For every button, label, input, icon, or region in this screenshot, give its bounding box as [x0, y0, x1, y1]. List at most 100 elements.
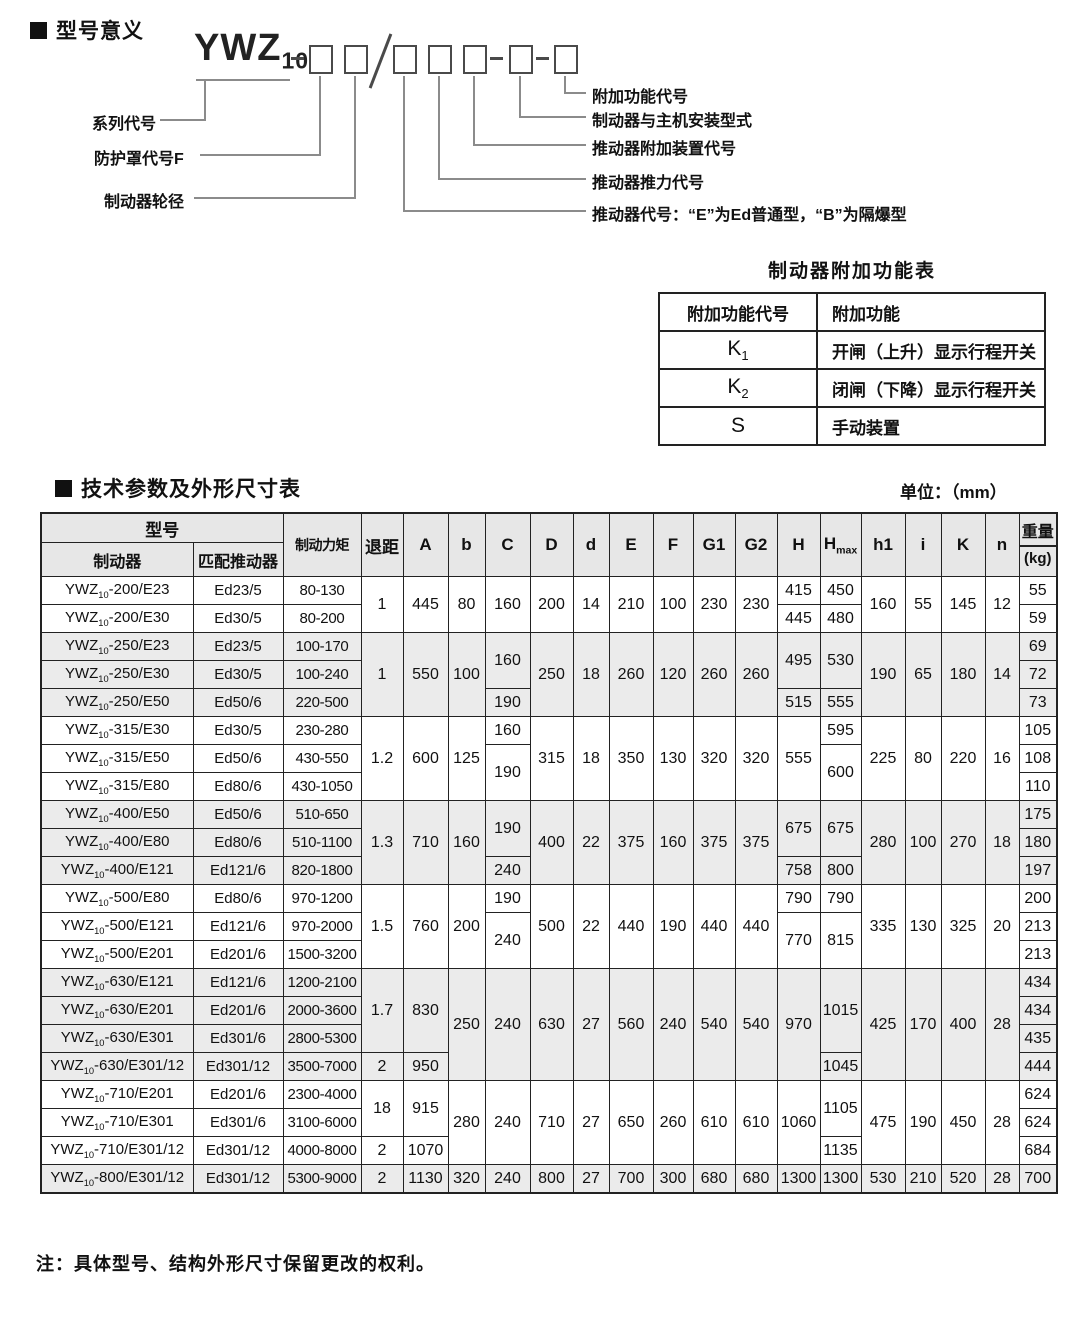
section-spec-table-title: 技术参数及外形尺寸表 — [55, 473, 301, 503]
table-cell: 200 — [529, 576, 574, 633]
table-cell: 12 — [984, 576, 1020, 633]
func-code: K2 — [658, 368, 818, 408]
header-col: i — [904, 512, 942, 577]
table-row: YWZ10-710/E201 Ed201/6 2300-4000 18 915 280 24… — [40, 1080, 1058, 1165]
table-row: YWZ10-200/E30 Ed30/5 80-200 445 480 59 — [40, 604, 1058, 633]
table-cell: 250 — [447, 968, 486, 1081]
table-cell: 230 — [692, 576, 736, 633]
table-row: YWZ10-400/E80 Ed80/6 510-1100 180 — [40, 828, 1058, 857]
table-cell: 1060 — [776, 1080, 821, 1165]
table-cell: 190 — [484, 744, 531, 801]
table-cell: 4000-8000 — [282, 1136, 362, 1165]
table-cell: 415 — [776, 576, 821, 605]
model-cell: YWZ10-200/E23 — [40, 576, 194, 605]
table-row: YWZ10-630/E201 Ed201/6 2000-3600 434 — [40, 996, 1058, 1025]
dash-mark — [291, 57, 304, 60]
model-cell: YWZ10-315/E30 — [40, 716, 194, 745]
label-extra-function: 附加功能代号 — [592, 89, 689, 106]
table-cell: 350 — [608, 716, 654, 801]
table-cell: 2000-3600 — [282, 996, 362, 1025]
table-cell: 100-240 — [282, 660, 362, 689]
table-cell: Ed23/5 — [192, 576, 284, 605]
table-cell: 375 — [608, 800, 654, 885]
table-cell: 1105 — [819, 1080, 862, 1137]
model-cell: YWZ10-710/E201 — [40, 1080, 194, 1109]
table-cell: 790 — [819, 884, 862, 913]
header-weight: 重量 (kg) — [1018, 512, 1058, 577]
table-cell: 530 — [860, 1164, 906, 1194]
table-cell: 160 — [447, 800, 486, 885]
table-row: YWZ10-710/E301/12 Ed301/12 4000-8000 2 1070 1… — [40, 1136, 1058, 1165]
table-cell: 1.3 — [360, 800, 404, 885]
table-cell: 445 — [402, 576, 449, 633]
table-cell: 520 — [940, 1164, 986, 1194]
table-cell: 69 — [1018, 632, 1058, 661]
table-cell: 480 — [819, 604, 862, 633]
table-cell: 260 — [608, 632, 654, 717]
connector-line — [564, 92, 586, 94]
table-cell: 1 — [360, 576, 404, 633]
table-cell: 830 — [402, 968, 449, 1053]
table-cell: 1015 — [819, 968, 862, 1053]
table-cell: Ed301/6 — [192, 1024, 284, 1053]
header-col: Hmax — [819, 512, 862, 577]
header-subcol: 匹配推动器 — [192, 542, 284, 577]
table-row: YWZ10-250/E50 Ed50/6 220-500 190 515 555 73 — [40, 688, 1058, 717]
black-square-icon — [30, 21, 47, 39]
section-title-text: 型号意义 — [56, 20, 144, 43]
table-cell: 1 — [360, 632, 404, 717]
func-desc: 手动装置 — [816, 406, 1046, 446]
table-cell: 240 — [484, 856, 531, 885]
table-cell: 320 — [734, 716, 778, 801]
table-cell: 73 — [1018, 688, 1058, 717]
table-cell: 20 — [984, 884, 1020, 969]
table-cell: 28 — [984, 968, 1020, 1081]
table-cell: 1135 — [819, 1136, 862, 1165]
table-cell: 555 — [819, 688, 862, 717]
table-cell: 130 — [652, 716, 694, 801]
table-row: 附加功能代号 附加功能 — [658, 292, 1046, 332]
table-cell: Ed201/6 — [192, 1080, 284, 1109]
header-col: 制动力矩 — [282, 512, 362, 577]
model-cell: YWZ10-630/E201 — [40, 996, 194, 1025]
table-cell: 190 — [904, 1080, 942, 1165]
model-cell: YWZ10-500/E201 — [40, 940, 194, 969]
table-row: YWZ10-400/E121 Ed121/6 820-1800 240 758 800 19… — [40, 856, 1058, 885]
table-cell: 160 — [484, 716, 531, 745]
header-col: H — [776, 512, 821, 577]
table-row: K2 闭闸（下降）显示行程开关 — [658, 368, 1046, 408]
table-cell: 160 — [652, 800, 694, 885]
label-thruster-force: 推动器推力代号 — [592, 175, 705, 192]
code-box-4 — [428, 45, 452, 74]
table-cell: 624 — [1018, 1108, 1058, 1137]
header-col: d — [572, 512, 610, 577]
table-cell: 220-500 — [282, 688, 362, 717]
func-code: S — [658, 406, 818, 446]
table-cell: 1130 — [402, 1164, 449, 1194]
table-cell: Ed50/6 — [192, 744, 284, 773]
table-cell: 1070 — [402, 1136, 449, 1165]
table-cell: 213 — [1018, 912, 1058, 941]
table-cell: 1300 — [819, 1164, 862, 1194]
table-cell: 280 — [447, 1080, 486, 1165]
table-cell: 14 — [984, 632, 1020, 717]
table-cell: 270 — [940, 800, 986, 885]
table-cell: Ed50/6 — [192, 688, 284, 717]
table-cell: Ed301/12 — [192, 1136, 284, 1165]
table-cell: 675 — [776, 800, 821, 857]
dash-mark — [490, 57, 503, 60]
table-cell: 80-200 — [282, 604, 362, 633]
model-cell: YWZ10-315/E80 — [40, 772, 194, 801]
table-cell: 59 — [1018, 604, 1058, 633]
table-cell: 1200-2100 — [282, 968, 362, 997]
table-cell: 28 — [984, 1164, 1020, 1194]
table-cell: Ed121/6 — [192, 912, 284, 941]
table-cell: 100 — [447, 632, 486, 717]
table-cell: 210 — [608, 576, 654, 633]
connector-line — [354, 76, 356, 199]
table-cell: 27 — [572, 1164, 610, 1194]
model-cell: YWZ10-710/E301/12 — [40, 1136, 194, 1165]
table-cell: 600 — [402, 716, 449, 801]
table-cell: 240 — [484, 968, 531, 1081]
table-cell: 710 — [402, 800, 449, 885]
